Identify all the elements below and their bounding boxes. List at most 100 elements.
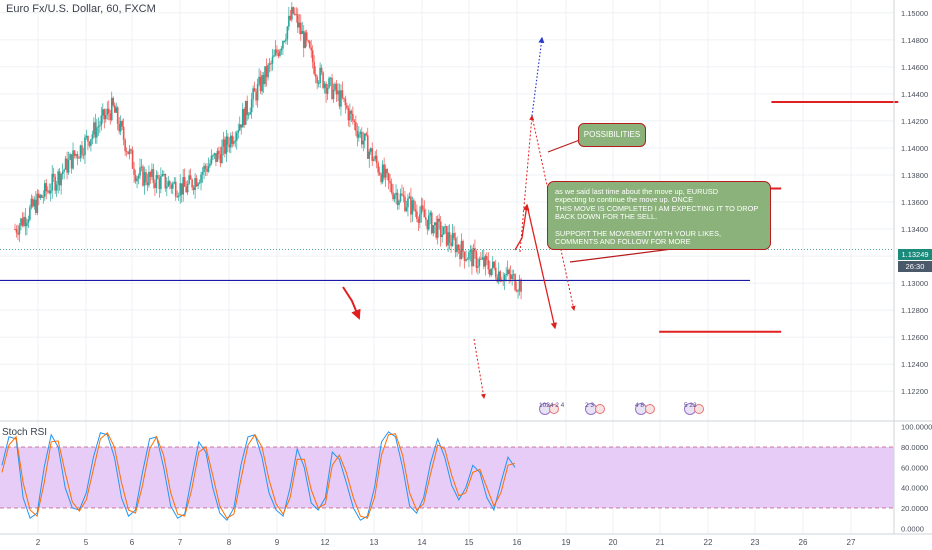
candle-body (280, 48, 283, 51)
candle-body (237, 130, 240, 133)
candle-body (198, 182, 201, 184)
up-arrow-solid (514, 203, 530, 251)
candle-body (268, 63, 271, 65)
candle-body (140, 166, 143, 168)
candle-body (27, 219, 30, 223)
candle-body (366, 135, 369, 159)
candle-body (390, 183, 393, 193)
candle-body (134, 174, 137, 182)
candle-body (258, 76, 260, 85)
candle-body (462, 240, 464, 252)
candle-body (51, 173, 54, 191)
candle-body (276, 49, 278, 53)
time-tick-label: 6 (130, 538, 135, 547)
candle-body (274, 49, 277, 56)
candle-body (326, 87, 329, 94)
candle-body (87, 135, 89, 142)
candle-body (338, 90, 341, 107)
candle-body (189, 175, 192, 180)
candle-body (182, 177, 184, 195)
candle-body (93, 122, 95, 135)
candle-body (407, 198, 409, 208)
time-tick-label: 23 (751, 538, 760, 547)
candle-body (161, 174, 164, 177)
candle-body (442, 226, 445, 235)
candle-body (487, 259, 490, 270)
candle-body (79, 145, 82, 158)
stoch-k-line (1, 431, 516, 522)
candle-body (137, 175, 140, 179)
candle-body (131, 149, 134, 169)
price-tick-label: 1.14400 (901, 90, 928, 99)
candle-body (39, 195, 42, 198)
candle-body (335, 83, 338, 95)
candle-body (294, 13, 296, 15)
candle-body (372, 159, 375, 161)
candle-body (454, 238, 457, 253)
candle-body (186, 183, 189, 193)
candle-body (517, 290, 519, 292)
candle-body (91, 134, 94, 140)
up-arrow-dotted-blue (531, 36, 545, 117)
candle-body (282, 41, 284, 49)
candle-body (435, 222, 438, 238)
candle-body (429, 212, 432, 216)
candle-body (365, 133, 368, 136)
candle-body (477, 266, 479, 268)
candle-body (203, 165, 205, 172)
price-tick-label: 1.12400 (901, 360, 928, 369)
candle-body (143, 172, 146, 186)
bar-countdown-tag: 26:30 (898, 261, 932, 272)
candle-body (14, 229, 16, 231)
candle-body (122, 126, 125, 140)
candle-body (146, 182, 149, 186)
candle-body (410, 196, 412, 215)
candle-body (125, 151, 128, 153)
candle-body (18, 225, 21, 235)
candle-body (356, 130, 359, 138)
time-tick-label: 2 (36, 538, 41, 547)
candle-body (499, 271, 502, 282)
drawings-layer[interactable]: 1024 2 4 2 3 4 8 5 23 (0, 36, 899, 415)
rsi-tick-label: 100.0000 (901, 423, 932, 432)
idea-pointer (569, 248, 673, 263)
candle-body (493, 261, 496, 268)
candle-body (337, 90, 339, 95)
candle-body (241, 109, 244, 128)
time-tick-label: 27 (847, 538, 856, 547)
candle-body (417, 218, 420, 223)
stoch-rsi-pane (0, 431, 894, 522)
candle-body (313, 62, 315, 74)
candle-body (100, 115, 103, 126)
time-tick-label: 5 (84, 538, 89, 547)
candle-body (497, 271, 500, 282)
candle-body (112, 97, 115, 106)
candle-body (249, 112, 251, 115)
time-tick-label: 16 (513, 538, 522, 547)
candle-body (142, 166, 144, 186)
candle-body (36, 193, 39, 213)
candle-body (329, 77, 332, 79)
candle-body (110, 97, 113, 121)
candle-body (515, 289, 518, 292)
possibilities-callout[interactable]: POSSIBILITIES (578, 123, 646, 147)
candle-body (377, 163, 379, 173)
candle-body (21, 218, 24, 226)
candle-body (433, 222, 436, 226)
candle-body (371, 148, 374, 161)
candle-body (401, 193, 403, 196)
idea-text-callout[interactable]: as we said last time about the move up, … (547, 181, 771, 250)
time-tick-label: 7 (178, 538, 183, 547)
candle-body (419, 214, 421, 223)
candle-body (386, 169, 388, 174)
candle-body (323, 83, 326, 88)
candle-body (247, 114, 250, 116)
candle-body (408, 196, 411, 199)
candle-body (30, 198, 33, 208)
down-arrow-left (342, 286, 361, 320)
event-marker-text: 2 3 (585, 402, 594, 409)
candle-body (58, 171, 61, 186)
